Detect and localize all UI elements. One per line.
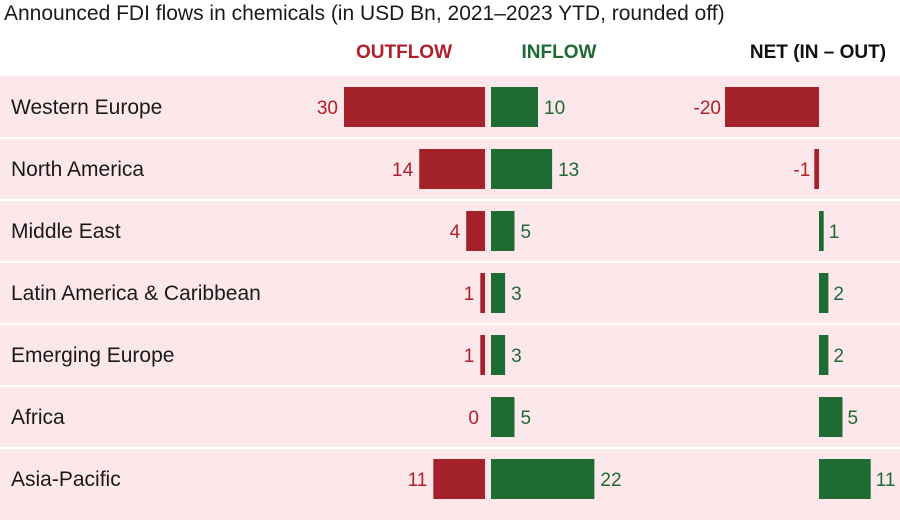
net-bar <box>819 211 824 251</box>
net-header: NET (IN – OUT) <box>749 42 887 63</box>
inflow-bar <box>491 87 538 127</box>
outflow-value-label: 1 <box>464 284 475 305</box>
region-label: North America <box>11 158 144 181</box>
region-label: Western Europe <box>11 96 162 119</box>
outflow-bar <box>480 335 485 375</box>
inflow-value-label: 22 <box>600 470 621 491</box>
net-value-label: -20 <box>694 98 721 119</box>
net-value-label: -1 <box>793 160 810 181</box>
inflow-value-label: 5 <box>521 222 532 243</box>
outflow-header: OUTFLOW <box>355 42 453 63</box>
chart-panel: Western Europe 30 10 -20 North America 14 13 -1… <box>0 76 900 520</box>
inflow-value-label: 13 <box>558 160 579 181</box>
outflow-bar <box>419 149 485 189</box>
outflow-value-label: 4 <box>450 222 461 243</box>
outflow-value-label: 0 <box>468 408 479 429</box>
region-label: Middle East <box>11 220 121 243</box>
inflow-bar <box>491 211 515 251</box>
inflow-value-label: 10 <box>544 98 565 119</box>
outflow-bar <box>344 87 485 127</box>
net-bar <box>819 397 843 437</box>
region-label: Africa <box>11 406 65 429</box>
outflow-value-label: 30 <box>317 98 338 119</box>
inflow-header: INFLOW <box>521 42 597 63</box>
net-value-label: 2 <box>833 284 844 305</box>
net-bar <box>819 459 871 499</box>
inflow-bar <box>491 397 515 437</box>
net-value-label: 2 <box>833 346 844 367</box>
region-label: Emerging Europe <box>11 344 174 367</box>
net-bar <box>819 273 829 313</box>
net-bar <box>725 87 819 127</box>
inflow-value-label: 3 <box>511 346 522 367</box>
net-value-label: 1 <box>829 222 840 243</box>
net-value-label: 5 <box>848 408 859 429</box>
net-bar <box>814 149 819 189</box>
inflow-bar <box>491 335 506 375</box>
outflow-bar <box>433 459 485 499</box>
inflow-value-label: 5 <box>521 408 532 429</box>
inflow-bar <box>491 459 595 499</box>
outflow-bar <box>466 211 485 251</box>
net-value-label: 11 <box>876 470 896 491</box>
outflow-value-label: 1 <box>464 346 475 367</box>
region-label: Asia-Pacific <box>11 468 121 491</box>
outflow-value-label: 14 <box>392 160 414 181</box>
chart-title: Announced FDI flows in chemicals (in USD… <box>4 2 725 25</box>
inflow-bar <box>491 273 506 313</box>
inflow-value-label: 3 <box>511 284 522 305</box>
net-bar <box>819 335 829 375</box>
outflow-bar <box>480 273 485 313</box>
outflow-value-label: 11 <box>408 470 428 491</box>
inflow-bar <box>491 149 553 189</box>
region-label: Latin America & Caribbean <box>11 282 261 305</box>
